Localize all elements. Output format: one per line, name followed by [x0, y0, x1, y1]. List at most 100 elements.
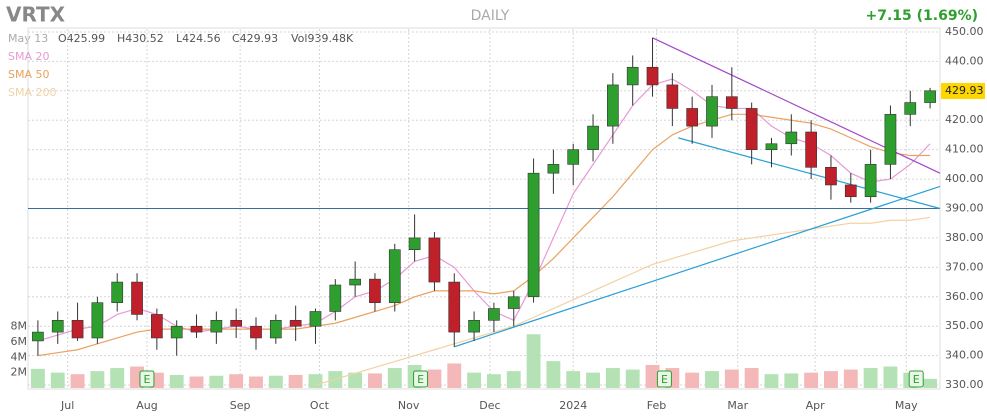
volume-bar — [209, 375, 224, 388]
volume-bar — [764, 374, 779, 388]
volume-bar — [249, 376, 263, 388]
volume-bar — [863, 368, 878, 388]
y-tick-label: 340.00 — [945, 349, 984, 362]
x-tick-label: May — [895, 399, 918, 412]
candle-body — [488, 308, 500, 321]
candle-body — [329, 284, 342, 312]
change: +7.15 (1.69%) — [865, 8, 978, 24]
quote-volume: Vol939.48K — [291, 32, 354, 45]
y-tick-label: 400.00 — [945, 172, 984, 185]
candle-body — [507, 296, 520, 309]
candle-body — [864, 164, 877, 198]
volume-bar — [546, 361, 561, 388]
x-tick-label: Dec — [479, 399, 500, 412]
sma-line — [37, 78, 931, 342]
earnings-marker — [656, 370, 672, 388]
candle-body — [151, 314, 163, 339]
quote-high: H430.52 — [117, 32, 164, 45]
y-tick-label: 410.00 — [945, 143, 984, 156]
x-tick-label: Apr — [806, 399, 826, 412]
volume-bar — [189, 376, 204, 388]
candle-body — [230, 320, 243, 327]
volume-bar — [526, 334, 541, 388]
candle-body — [349, 278, 361, 286]
candle-body — [567, 149, 580, 165]
x-tick-label: Nov — [398, 399, 420, 412]
candle-body — [448, 281, 461, 333]
candle-body — [547, 164, 560, 174]
volume-bar — [605, 368, 620, 388]
legend-entry: SMA 50 — [8, 68, 50, 81]
volume-bar — [368, 373, 382, 388]
x-tick-label: Aug — [136, 399, 157, 412]
candle-body — [468, 320, 480, 333]
trendline — [652, 37, 941, 174]
volume-tick-label: 8M — [11, 320, 28, 333]
candle-body — [289, 320, 302, 327]
candle-body — [91, 302, 104, 339]
y-tick-label: 380.00 — [945, 231, 984, 244]
candle-body — [626, 66, 639, 86]
y-tick-label: 450.00 — [945, 25, 984, 38]
candle-body — [269, 320, 282, 339]
candle-body — [924, 90, 936, 103]
volume-bar — [447, 363, 462, 388]
trendline — [678, 137, 941, 210]
earnings-marker — [139, 370, 155, 388]
candle-body — [71, 320, 84, 339]
candle-body — [725, 96, 738, 109]
volume-bar — [586, 372, 600, 388]
volume-bar — [229, 374, 244, 388]
legend-entry: SMA 20 — [8, 50, 50, 63]
earnings-label: E — [913, 373, 920, 386]
volume-bar — [824, 371, 838, 388]
quote-open: O425.99 — [58, 32, 105, 45]
volume-bar — [486, 374, 501, 388]
candle-body — [666, 84, 679, 109]
last-price-tag — [941, 83, 985, 100]
x-tick-label: Feb — [647, 399, 666, 412]
volume-tick-label: 2M — [11, 366, 28, 379]
volume-bar — [923, 378, 938, 388]
volume-bar — [50, 372, 65, 388]
earnings-marker — [908, 370, 924, 388]
x-tick-label: Oct — [310, 399, 330, 412]
volume-bar — [744, 368, 759, 388]
candle-body — [170, 325, 183, 339]
candle-body — [210, 320, 223, 333]
earnings-label: E — [143, 373, 150, 386]
volume-tick-label: 6M — [11, 335, 28, 348]
volume-bar — [566, 371, 581, 388]
period: DAILY — [471, 8, 510, 24]
y-tick-label: 420.00 — [945, 113, 984, 126]
x-tick-label: 2024 — [559, 399, 587, 412]
volume-bar — [70, 374, 85, 388]
volume-bar — [883, 366, 898, 388]
volume-bar — [387, 368, 402, 388]
quote-close: C429.93 — [232, 32, 278, 45]
candle-body — [587, 125, 599, 150]
candle-body — [805, 131, 817, 168]
volume-bar — [645, 364, 660, 388]
volume-bar — [804, 372, 819, 388]
candle-body — [131, 281, 143, 315]
volume-bar — [110, 368, 125, 388]
candle-body — [884, 114, 897, 165]
volume-bar — [30, 368, 45, 388]
volume-bar — [724, 369, 739, 388]
candle-body — [844, 184, 857, 198]
y-tick-label: 330.00 — [945, 378, 984, 391]
x-tick-label: Sep — [230, 399, 251, 412]
candle-body — [765, 143, 778, 150]
candle-body — [369, 278, 381, 303]
volume-bar — [288, 374, 303, 388]
volume-bar — [427, 369, 442, 388]
candle-body — [745, 108, 758, 150]
candle-body — [51, 320, 64, 333]
candle-body — [706, 96, 718, 127]
volume-bar — [169, 374, 184, 388]
y-tick-label: 360.00 — [945, 290, 984, 303]
volume-bar — [506, 371, 521, 388]
volume-bar — [784, 373, 799, 388]
